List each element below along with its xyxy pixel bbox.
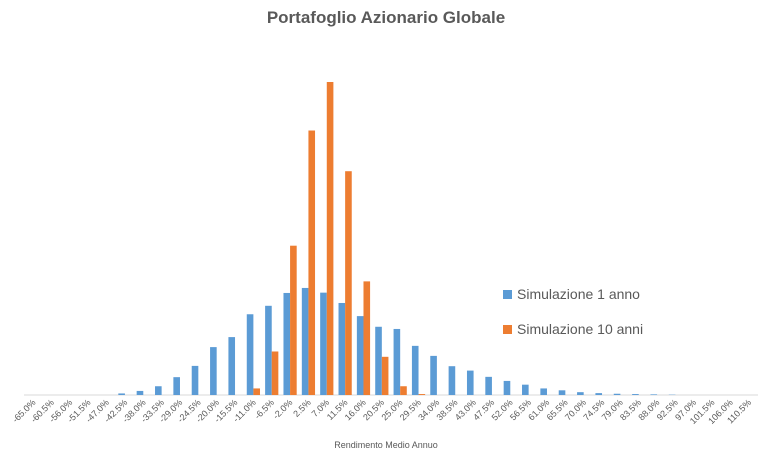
bar-simulazione-10-anni-19	[381, 356, 389, 395]
bar-simulazione-10-anni-17	[345, 171, 352, 395]
legend-label-0: Simulazione 1 anno	[517, 286, 640, 302]
bar-simulazione-1-anno-7	[155, 386, 162, 395]
bar-simulazione-10-anni-18	[363, 281, 371, 395]
bar-simulazione-1-anno-15	[301, 287, 309, 395]
bar-simulazione-1-anno-18	[356, 316, 364, 395]
x-tick-label: 2.5%	[291, 397, 313, 419]
bar-simulazione-1-anno-27	[522, 384, 529, 395]
bar-simulazione-1-anno-28	[540, 388, 547, 395]
bar-simulazione-1-anno-24	[466, 370, 474, 395]
bar-simulazione-1-anno-34	[650, 394, 658, 395]
bar-simulazione-10-anni-12	[253, 388, 260, 395]
legend-swatch-1	[503, 325, 512, 334]
bar-simulazione-10-anni-20	[400, 386, 407, 395]
bar-simulazione-10-anni-13	[271, 351, 279, 395]
bar-simulazione-1-anno-11	[228, 337, 236, 396]
bar-simulazione-1-anno-6	[136, 390, 144, 395]
bar-simulazione-1-anno-13	[265, 305, 272, 395]
bar-simulazione-1-anno-25	[485, 376, 492, 395]
bar-simulazione-1-anno-12	[246, 314, 254, 395]
bar-simulazione-1-anno-14	[283, 292, 291, 395]
bar-simulazione-1-anno-21	[411, 345, 419, 395]
bar-simulazione-10-anni-21	[418, 394, 426, 395]
bar-simulazione-1-anno-20	[393, 328, 401, 395]
bar-simulazione-1-anno-16	[320, 292, 327, 395]
bar-simulazione-1-anno-31	[595, 393, 603, 395]
bar-simulazione-1-anno-17	[338, 302, 346, 395]
bar-simulazione-1-anno-23	[448, 366, 456, 395]
legend-label-1: Simulazione 10 anni	[517, 321, 643, 337]
x-tick-label: -6.5%	[252, 397, 276, 421]
legend-swatch-0	[503, 290, 512, 299]
bar-simulazione-1-anno-30	[577, 392, 584, 395]
x-axis-title: Rendimento Medio Annuo	[334, 440, 438, 450]
bar-simulazione-1-anno-29	[558, 390, 566, 395]
bar-simulazione-1-anno-19	[375, 326, 382, 395]
x-tick-label: -2.0%	[271, 397, 295, 421]
bar-simulazione-1-anno-9	[191, 365, 199, 395]
bar-simulazione-1-anno-32	[613, 393, 621, 395]
bar-simulazione-1-anno-22	[430, 355, 437, 396]
bar-simulazione-10-anni-15	[308, 130, 316, 395]
bar-simulazione-10-anni-16	[326, 82, 334, 395]
chart-title: Portafoglio Azionario Globale	[266, 8, 506, 27]
bar-simulazione-1-anno-26	[503, 380, 511, 395]
bar-simulazione-10-anni-14	[290, 245, 297, 395]
bar-simulazione-1-anno-5	[118, 393, 125, 395]
bar-simulazione-1-anno-8	[173, 377, 180, 395]
bar-simulazione-1-anno-33	[632, 394, 639, 395]
bar-simulazione-1-anno-10	[210, 347, 217, 395]
